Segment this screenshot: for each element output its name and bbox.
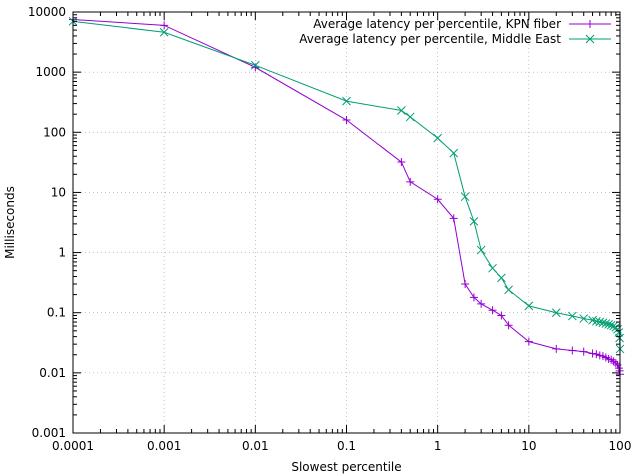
y-tick-label: 1000 <box>35 65 66 79</box>
series-2-point <box>488 263 497 273</box>
x-tick-label: 10 <box>521 439 536 453</box>
x-axis-title: Slowest percentile <box>291 460 401 474</box>
series-1-point <box>595 351 604 360</box>
series-2-point <box>524 301 534 311</box>
series-1-point <box>497 311 506 320</box>
series-2-point <box>342 96 351 106</box>
x-tick-label: 0.0001 <box>52 439 94 453</box>
y-axis-title: Milliseconds <box>3 186 17 259</box>
series-2-point <box>449 148 459 158</box>
x-tick-label: 0.001 <box>147 439 181 453</box>
series-2-point <box>460 192 470 202</box>
legend-marker-2 <box>585 34 595 44</box>
series-1-point <box>588 349 597 358</box>
series-1-point <box>433 195 442 204</box>
series-2-point <box>606 320 616 330</box>
y-tick-label: 0.01 <box>39 366 66 380</box>
series-1-point <box>488 306 497 315</box>
series-1-point <box>477 299 486 308</box>
x-tick-label: 100 <box>609 439 632 453</box>
series-layer <box>68 15 625 379</box>
series-2-point <box>604 320 613 329</box>
legend-label-1: Average latency per percentile, KPN fibe… <box>313 17 561 31</box>
series-2 <box>68 16 625 354</box>
series-2-point <box>476 245 486 255</box>
y-tick-label: 100 <box>43 125 66 139</box>
series-2-point <box>595 317 605 327</box>
y-tick-label: 10 <box>51 185 66 199</box>
series-1-point <box>579 347 588 356</box>
series-1-point <box>504 321 513 330</box>
series-2-point <box>598 318 608 328</box>
series-2-point <box>405 112 415 122</box>
y-tick-label: 10000 <box>28 5 66 19</box>
x-tick-label: 0.01 <box>242 439 269 453</box>
series-2-point <box>579 314 589 323</box>
series-2-point <box>159 27 169 37</box>
x-tick-label: 0.1 <box>337 439 356 453</box>
legend-label-2: Average latency per percentile, Middle E… <box>299 32 561 46</box>
series-1-point <box>524 337 533 346</box>
series-2-point <box>250 60 260 70</box>
series-1-point <box>461 280 470 289</box>
x-tick-label: 1 <box>434 439 442 453</box>
series-1-point <box>568 346 577 355</box>
series-2-point <box>567 311 577 321</box>
ticks: 0.0001 0.001 0.01 0.1 1 10 1000.0010.010.11101… <box>28 5 632 453</box>
series-2-point <box>504 285 513 295</box>
series-2-point <box>497 273 506 283</box>
series-2-point <box>551 308 561 318</box>
series-2-point <box>591 316 601 326</box>
series-1-point <box>469 293 478 302</box>
legend-marker-1 <box>586 20 594 28</box>
legend: Average latency per percentile, KPN fibe… <box>299 17 611 46</box>
y-tick-label: 0.1 <box>47 306 66 320</box>
series-2-point <box>469 217 479 226</box>
series-2-point <box>433 133 443 143</box>
series-1-point <box>406 177 415 186</box>
y-tick-label: 0.001 <box>32 426 66 440</box>
series-1-point <box>160 21 169 30</box>
y-tick-label: 1 <box>58 246 66 260</box>
series-2-point <box>601 319 611 328</box>
series-1-point <box>342 116 351 125</box>
series-1-point <box>449 214 458 223</box>
series-1-point <box>611 359 620 368</box>
series-2-point <box>609 321 618 331</box>
series-1-point <box>592 350 601 359</box>
series-1-point <box>552 344 561 353</box>
series-1-point <box>397 158 406 167</box>
series-2-point <box>397 106 406 115</box>
